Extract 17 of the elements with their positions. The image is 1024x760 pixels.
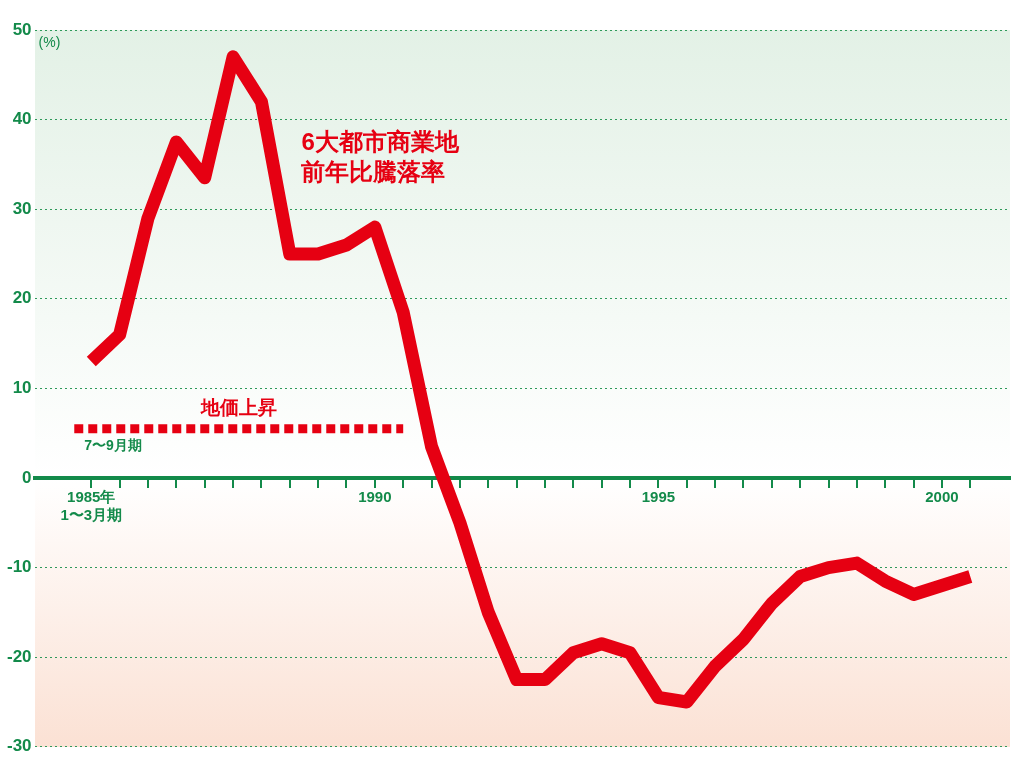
x-tick-label: 2000 bbox=[925, 488, 959, 506]
y-tick-label: 10 bbox=[12, 378, 32, 398]
series-label: 地価上昇 bbox=[199, 397, 277, 419]
x-tick-label: 1985年 1〜3月期 bbox=[60, 488, 123, 524]
series-label: 6大都市商業地前年比騰落率 bbox=[300, 128, 460, 186]
y-tick-label: 40 bbox=[12, 109, 32, 129]
y-tick-label: 50 bbox=[12, 19, 32, 39]
y-tick-label: 30 bbox=[12, 198, 32, 218]
y-tick-label: -10 bbox=[6, 557, 32, 577]
y-axis-title: (%) bbox=[38, 33, 61, 50]
y-tick-label: 0 bbox=[22, 467, 32, 487]
annotation: 7〜9月期 bbox=[84, 436, 142, 453]
y-tick-label: -20 bbox=[6, 646, 32, 666]
y-tick-label: -30 bbox=[6, 736, 32, 756]
y-tick-label: 20 bbox=[12, 288, 32, 308]
x-tick-label: 1990 bbox=[358, 488, 392, 506]
x-tick-label: 1995 bbox=[641, 488, 676, 506]
